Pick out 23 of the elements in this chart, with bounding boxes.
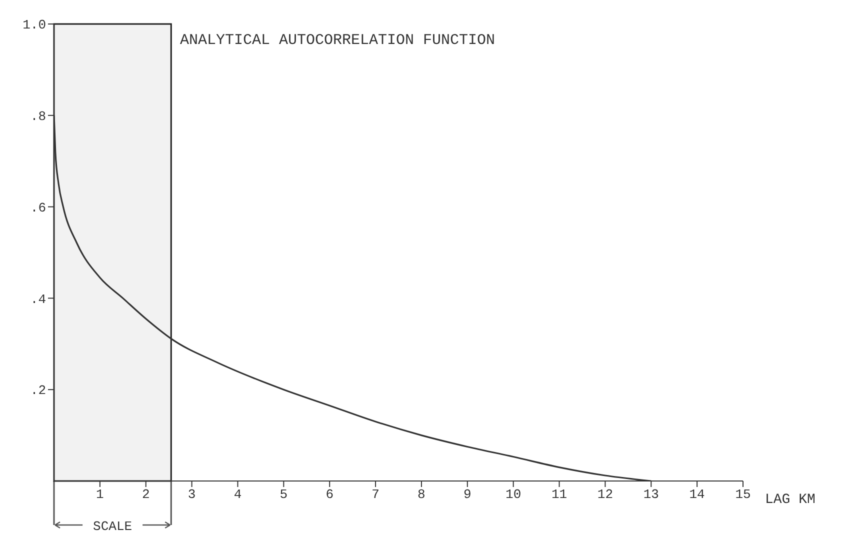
x-tick-label: 10 xyxy=(506,487,522,502)
y-tick-label: .2 xyxy=(30,383,46,398)
x-tick-label: 8 xyxy=(418,487,426,502)
x-tick-label: 15 xyxy=(735,487,751,502)
x-tick-label: 9 xyxy=(463,487,472,502)
x-tick-label: 4 xyxy=(234,487,242,502)
y-tick-label: 1.0 xyxy=(22,18,46,33)
x-tick-label: 5 xyxy=(280,487,288,502)
x-tick-label: 7 xyxy=(372,487,380,502)
x-tick-label: 13 xyxy=(643,487,659,502)
x-tick-label: 3 xyxy=(188,487,196,502)
x-tick-label: 11 xyxy=(551,487,568,502)
x-axis-title: LAG KM xyxy=(765,492,816,508)
x-tick-label: 14 xyxy=(689,487,706,502)
x-tick-label: 6 xyxy=(326,487,334,502)
y-tick-label: .6 xyxy=(30,200,46,216)
y-tick-label: .8 xyxy=(30,109,46,124)
y-tick-label: .4 xyxy=(30,292,46,307)
band-label: SCALE xyxy=(93,519,132,534)
text: ANALYTICAL AUTOCORRELATION FUNCTION xyxy=(180,32,496,49)
x-tick-label: 12 xyxy=(597,487,614,502)
x-tick-label: 1 xyxy=(96,487,104,502)
x-tick-label: 2 xyxy=(142,487,150,502)
